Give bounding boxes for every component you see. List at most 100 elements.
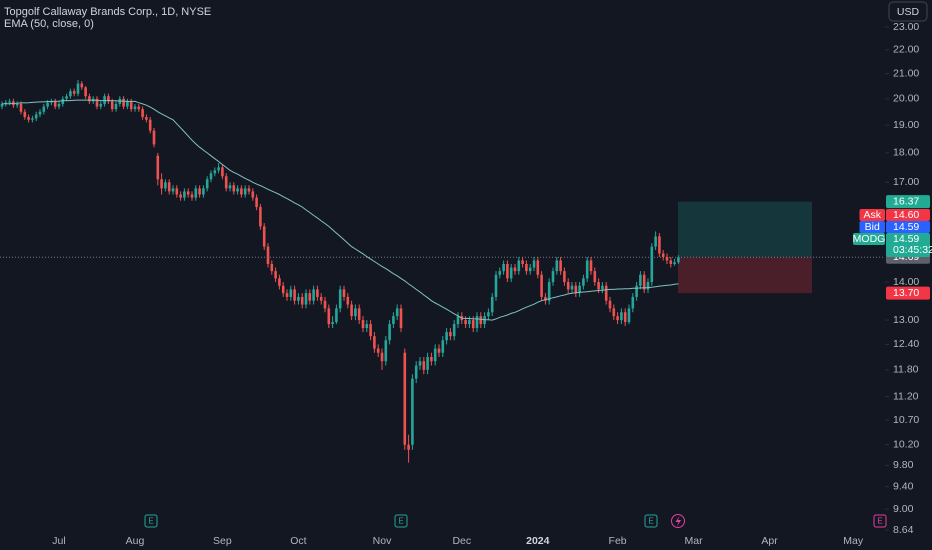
candle-body — [281, 285, 285, 294]
candle-body — [418, 361, 422, 366]
price-label-box — [886, 286, 930, 300]
event-marker — [144, 514, 158, 528]
candle-body — [122, 98, 125, 107]
candle-body — [141, 109, 144, 118]
y-tick-label: 11.20 — [893, 390, 919, 402]
candle-body — [536, 260, 540, 275]
candle-body — [661, 253, 665, 257]
candle-body — [471, 320, 475, 329]
candle-body — [525, 264, 528, 272]
currency-label[interactable]: USD — [897, 6, 920, 18]
candle-body — [677, 257, 680, 263]
dividend-bolt — [675, 516, 681, 527]
price-tag-name-box — [859, 221, 885, 233]
y-tick-label: 23.00 — [893, 21, 919, 33]
candle-body — [555, 260, 559, 272]
candle-body — [532, 260, 536, 268]
price-tag-value: 14.60 — [893, 209, 919, 221]
price-label: 16.37 — [893, 195, 919, 207]
candle-body — [251, 191, 255, 198]
candle-body — [487, 312, 490, 317]
x-tick-label: Aug — [126, 535, 145, 547]
candle-body — [513, 267, 517, 272]
candle-body — [582, 278, 585, 286]
candle-body — [186, 191, 190, 195]
candle-body — [563, 271, 566, 283]
candle-body — [232, 185, 236, 192]
candle-body — [224, 176, 228, 189]
candle-body — [430, 356, 433, 362]
candle-body — [255, 197, 258, 208]
candle-body — [175, 188, 179, 195]
y-tick-label: 10.70 — [893, 414, 919, 426]
candle-body — [646, 282, 650, 290]
candle-body — [38, 111, 42, 115]
price-tag-value: 14.59 — [893, 221, 919, 233]
candle-body — [304, 293, 308, 305]
candle-body — [601, 285, 604, 290]
currency-button[interactable] — [888, 1, 928, 22]
candle-body — [205, 179, 209, 189]
candle-body — [631, 296, 635, 309]
candle-body — [228, 185, 232, 189]
candle-body — [53, 101, 57, 107]
candle-body — [357, 308, 361, 321]
y-tick-label: 8.64 — [893, 524, 914, 536]
candle-body — [160, 179, 163, 189]
price-tag-name: Ask — [863, 209, 881, 221]
candle-body — [217, 167, 220, 171]
candle-body — [654, 236, 657, 247]
candle-body — [589, 260, 593, 272]
candle-body — [399, 308, 403, 329]
x-tick-label: Sep — [213, 535, 232, 547]
candle-body — [559, 260, 562, 272]
candle-body — [494, 274, 498, 297]
candle-body — [669, 260, 673, 265]
price-label: 13.70 — [893, 287, 919, 299]
x-tick-label: Feb — [609, 535, 627, 547]
candle-body — [551, 271, 555, 283]
candle-body — [308, 293, 312, 301]
candle-body — [517, 260, 521, 272]
candle-body — [312, 289, 315, 301]
candle-body — [129, 101, 133, 110]
candle-body — [8, 101, 11, 103]
candle-body — [110, 101, 114, 110]
candle-body — [547, 282, 551, 301]
candle-body — [475, 316, 479, 329]
candle-body — [293, 289, 296, 301]
x-tick-label: Oct — [290, 535, 306, 547]
candle-body — [673, 262, 676, 265]
event-label: E — [877, 517, 882, 526]
y-tick-label: 17.00 — [893, 176, 919, 188]
event-marker — [873, 514, 887, 528]
candle-body — [145, 117, 148, 120]
candle-body — [346, 296, 350, 305]
price-tag-name-box — [853, 233, 885, 245]
candle-body — [114, 103, 118, 110]
candle-body — [544, 296, 547, 301]
candle-body — [498, 271, 502, 275]
candle-body — [194, 188, 198, 198]
candle-body — [433, 348, 437, 362]
y-tick-label: 13.00 — [893, 314, 919, 326]
y-tick-label: 20.00 — [893, 93, 919, 105]
candle-body — [202, 188, 205, 195]
candle-body — [42, 106, 46, 112]
candle-body — [76, 83, 80, 94]
candle-body — [593, 271, 597, 283]
candle-body — [46, 102, 49, 107]
x-tick-label: 2024 — [526, 535, 550, 547]
candle-body — [540, 274, 543, 297]
price-tag-value: 14.59 — [893, 233, 919, 245]
indicator-name: EMA (50, close, 0) — [4, 18, 94, 30]
candle-body — [221, 167, 224, 177]
candle-body — [464, 320, 467, 325]
candle-body — [620, 312, 623, 321]
candle-body — [27, 117, 30, 120]
candle-body — [369, 324, 372, 337]
candle-body — [270, 264, 274, 272]
candle-body — [604, 285, 608, 301]
countdown: 03:45:32 — [893, 244, 932, 256]
candle-body — [521, 260, 524, 265]
